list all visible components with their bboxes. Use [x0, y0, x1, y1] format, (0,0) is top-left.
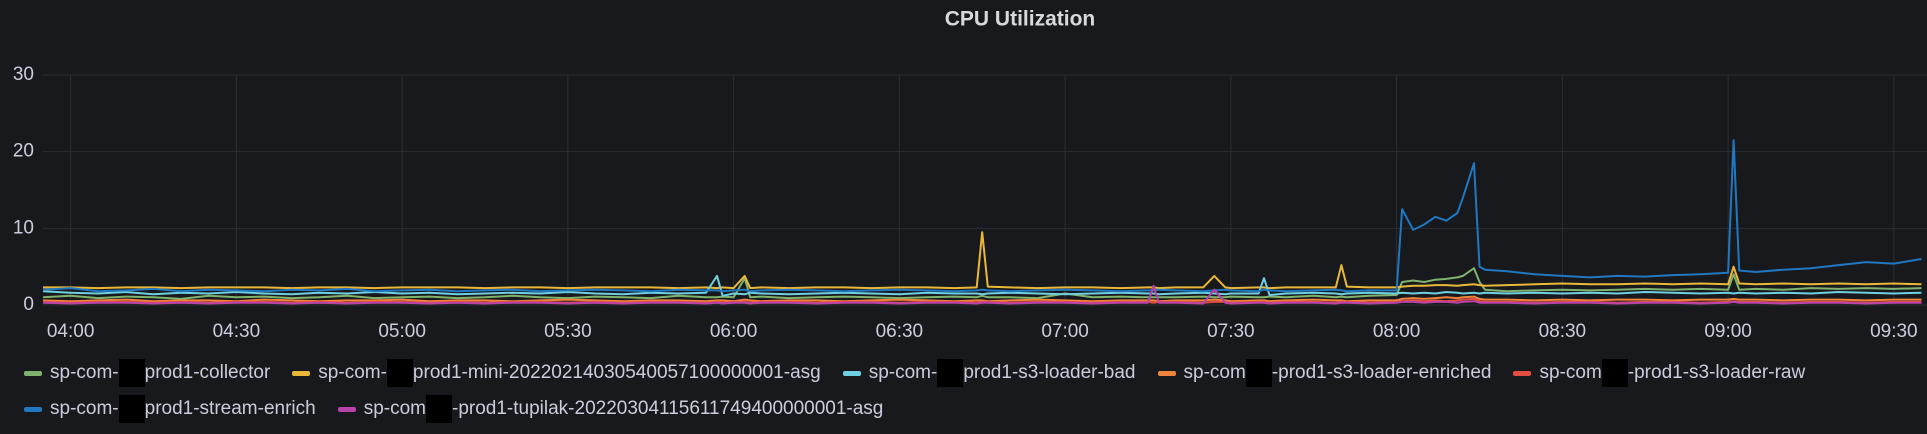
- legend-label: sp-com-: [868, 362, 938, 383]
- x-tick-label: 05:30: [544, 321, 592, 342]
- legend-swatch: [337, 406, 356, 412]
- redaction: [118, 359, 145, 387]
- legend: sp-com-prod1-collector sp-com-prod1-mini-…: [24, 359, 1924, 423]
- x-tick-label: 05:00: [378, 321, 426, 342]
- legend-item[interactable]: sp-com-prod1-s3-loader-bad: [842, 359, 1136, 387]
- y-tick-label: 10: [13, 217, 34, 238]
- redaction: [1601, 359, 1628, 387]
- legend-label: prod1-s3-loader-bad: [963, 362, 1136, 383]
- x-tick-label: 08:00: [1373, 321, 1421, 342]
- redaction: [386, 359, 413, 387]
- x-tick-label: 04:00: [47, 321, 95, 342]
- x-tick-label: 07:30: [1207, 321, 1255, 342]
- legend-label: sp-com-: [50, 362, 119, 383]
- series-line: [42, 295, 1922, 303]
- legend-swatch: [1157, 370, 1176, 376]
- legend-swatch: [842, 370, 861, 376]
- legend-label: sp-com: [1183, 362, 1246, 383]
- series-line: [42, 274, 1922, 297]
- x-tick-label: 07:00: [1041, 321, 1089, 342]
- series-line: [42, 139, 1922, 293]
- series-line: [42, 284, 1922, 305]
- legend-swatch: [292, 370, 311, 376]
- x-tick-label: 06:00: [710, 321, 758, 342]
- legend-label: prod1-collector: [144, 362, 271, 383]
- x-tick-label: 09:30: [1870, 321, 1918, 342]
- redaction: [426, 395, 452, 423]
- legend-label: sp-com: [363, 398, 426, 419]
- chart: CPU Utilization 0 10 20 30 04:00 04:30 05:00 05…: [13, 8, 1927, 342]
- y-tick-label: 20: [13, 141, 34, 162]
- y-tick-label: 30: [13, 64, 34, 85]
- legend-item[interactable]: sp-com-prod1-mini-2022021403054005710000…: [292, 359, 821, 387]
- legend-swatch: [1513, 370, 1532, 376]
- legend-label: sp-com-: [318, 362, 387, 383]
- legend-item[interactable]: sp-com -prod1-s3-loader-enriched: [1157, 359, 1492, 387]
- legend-label: prod1-mini-20220214030540057100000001-as…: [412, 362, 821, 383]
- legend-item[interactable]: sp-com -prod1-s3-loader-raw: [1513, 359, 1806, 387]
- legend-label: sp-com-: [50, 398, 119, 419]
- redaction: [118, 395, 145, 423]
- x-tick-label: 06:30: [876, 321, 924, 342]
- legend-swatch: [24, 406, 42, 412]
- legend-label: prod1-stream-enrich: [144, 398, 316, 419]
- redaction: [1245, 359, 1272, 387]
- legend-swatch: [24, 370, 42, 376]
- y-tick-label: 0: [23, 294, 34, 315]
- series-line: [42, 267, 1922, 300]
- legend-label: -prod1-s3-loader-raw: [1627, 362, 1806, 383]
- legend-item[interactable]: sp-com -prod1-tupilak-2022030411561174940…: [337, 395, 884, 423]
- legend-label: sp-com: [1539, 362, 1602, 383]
- legend-item[interactable]: sp-com-prod1-stream-enrich: [24, 395, 316, 423]
- x-tick-label: 09:00: [1704, 321, 1752, 342]
- legend-label: -prod1-tupilak-2022030411561174940000000…: [452, 398, 884, 419]
- legend-item[interactable]: sp-com-prod1-collector: [24, 359, 271, 387]
- legend-label: -prod1-s3-loader-enriched: [1271, 362, 1492, 383]
- chart-title: CPU Utilization: [945, 8, 1096, 31]
- series-line: [43, 231, 1922, 290]
- x-tick-label: 04:30: [213, 321, 261, 342]
- redaction: [937, 359, 964, 387]
- x-tick-label: 08:30: [1539, 321, 1587, 342]
